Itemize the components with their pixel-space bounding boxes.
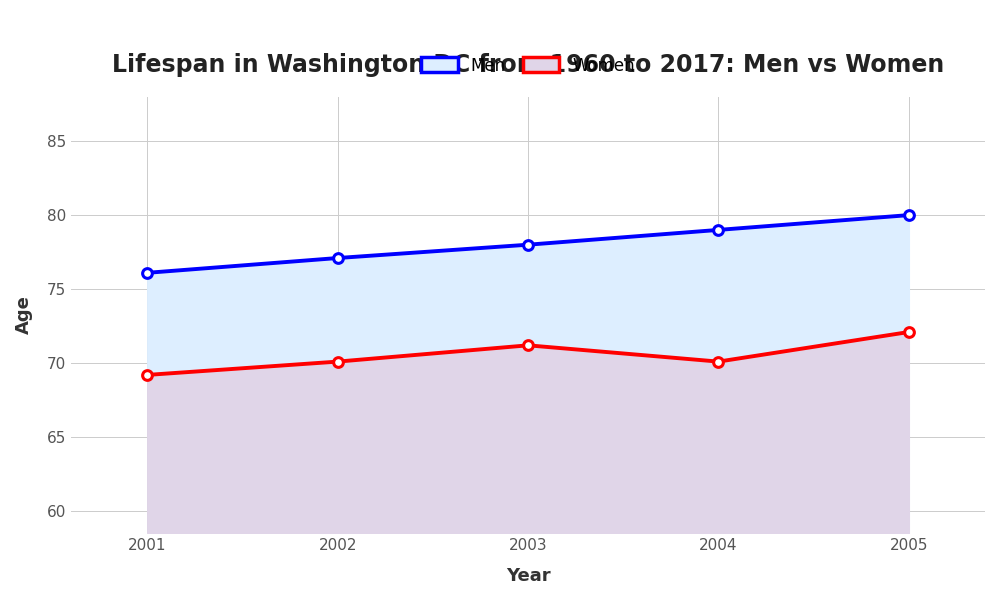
Title: Lifespan in Washington DC from 1960 to 2017: Men vs Women: Lifespan in Washington DC from 1960 to 2… [112, 53, 944, 77]
Y-axis label: Age: Age [15, 296, 33, 334]
X-axis label: Year: Year [506, 567, 550, 585]
Legend: Men, Women: Men, Women [413, 49, 644, 83]
